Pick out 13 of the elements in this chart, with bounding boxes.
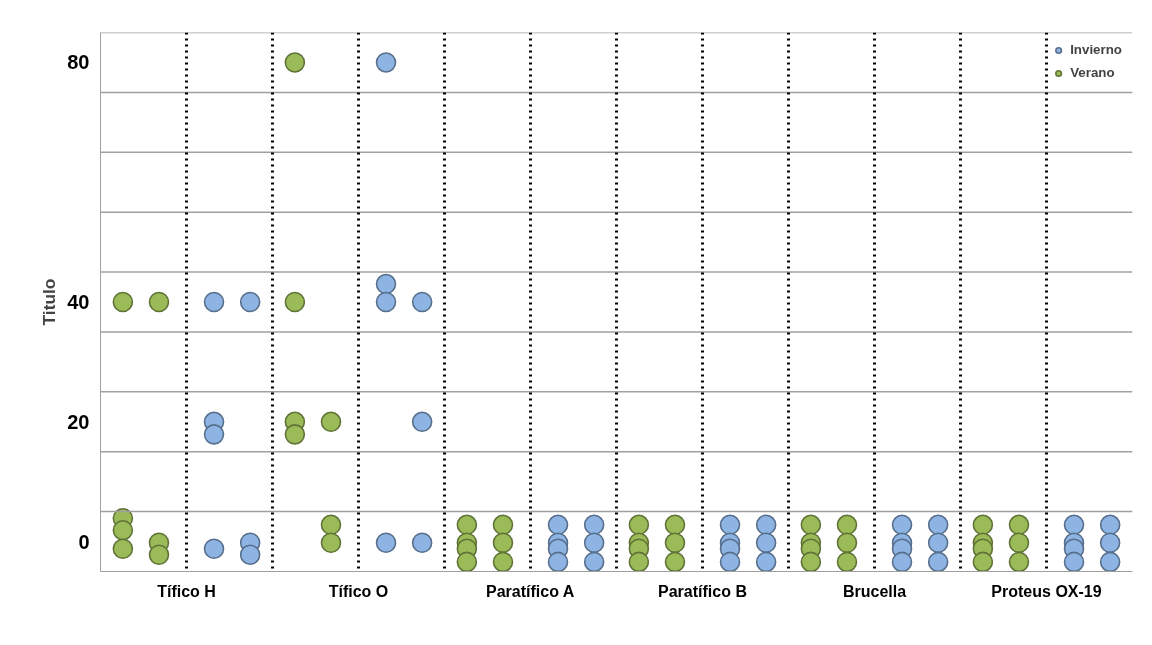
- x-tick-label: Brucella: [842, 582, 907, 600]
- legend-label: Invierno: [1070, 42, 1122, 57]
- y-tick-label: 40: [67, 291, 90, 313]
- y-axis-title: Titulo: [39, 278, 60, 326]
- y-tick-label: 20: [67, 410, 90, 433]
- legend-label: Verano: [1070, 65, 1115, 80]
- x-tick-label: Proteus OX-19: [991, 582, 1102, 600]
- y-tick-label: 80: [67, 51, 90, 74]
- x-tick-label: Paratífico B: [658, 582, 747, 600]
- y-tick-label: 0: [78, 530, 90, 553]
- x-tick-label: Paratífico A: [486, 582, 575, 600]
- x-tick-label: Tífico O: [328, 582, 389, 600]
- x-tick-label: Tífico H: [157, 582, 216, 600]
